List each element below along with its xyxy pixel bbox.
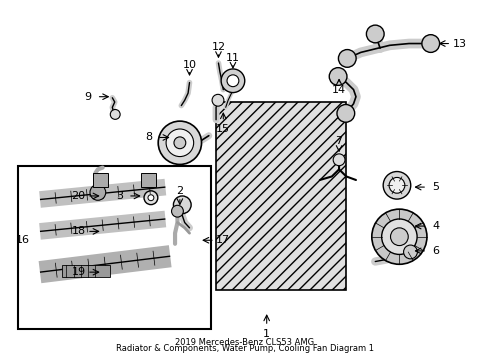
- Circle shape: [333, 154, 345, 166]
- Text: 4: 4: [432, 221, 439, 231]
- Text: 2019 Mercedes-Benz CLS53 AMG: 2019 Mercedes-Benz CLS53 AMG: [175, 338, 315, 347]
- Bar: [216, 102, 346, 290]
- Circle shape: [148, 195, 154, 201]
- Text: 9: 9: [85, 92, 92, 102]
- Text: 7: 7: [336, 136, 343, 146]
- Text: 14: 14: [332, 85, 346, 95]
- Circle shape: [221, 69, 245, 93]
- Circle shape: [382, 219, 417, 255]
- Circle shape: [337, 104, 355, 122]
- Text: 18: 18: [72, 226, 86, 237]
- Text: 2: 2: [176, 186, 183, 195]
- Text: 8: 8: [145, 132, 152, 143]
- Circle shape: [166, 129, 194, 157]
- Text: 5: 5: [432, 182, 439, 192]
- Circle shape: [329, 68, 347, 85]
- Circle shape: [367, 25, 384, 43]
- Circle shape: [383, 171, 411, 199]
- Text: 3: 3: [116, 191, 123, 201]
- Text: 15: 15: [216, 123, 230, 134]
- Text: 1: 1: [263, 329, 270, 339]
- Text: 11: 11: [226, 53, 240, 63]
- Circle shape: [144, 191, 158, 204]
- Text: 13: 13: [453, 39, 466, 49]
- Bar: [62, 265, 110, 278]
- Bar: [141, 173, 156, 187]
- Text: 20: 20: [72, 191, 86, 201]
- Circle shape: [339, 50, 356, 67]
- Circle shape: [422, 35, 440, 53]
- Circle shape: [173, 196, 191, 214]
- Circle shape: [227, 75, 239, 87]
- Bar: [18, 166, 211, 329]
- Circle shape: [90, 185, 106, 200]
- Text: 16: 16: [16, 235, 30, 245]
- Text: 12: 12: [211, 42, 225, 52]
- Circle shape: [174, 137, 186, 149]
- Text: 17: 17: [216, 235, 230, 245]
- Circle shape: [389, 177, 405, 193]
- Text: 19: 19: [72, 267, 86, 277]
- Text: 6: 6: [432, 246, 439, 256]
- Circle shape: [391, 228, 408, 246]
- Circle shape: [404, 245, 417, 259]
- Circle shape: [372, 209, 427, 264]
- Text: Radiator & Components, Water Pump, Cooling Fan Diagram 1: Radiator & Components, Water Pump, Cooli…: [116, 344, 374, 353]
- Text: 10: 10: [182, 60, 196, 70]
- Circle shape: [158, 121, 201, 165]
- Circle shape: [212, 94, 224, 106]
- Bar: [93, 173, 107, 187]
- Circle shape: [110, 109, 120, 120]
- Circle shape: [172, 205, 183, 217]
